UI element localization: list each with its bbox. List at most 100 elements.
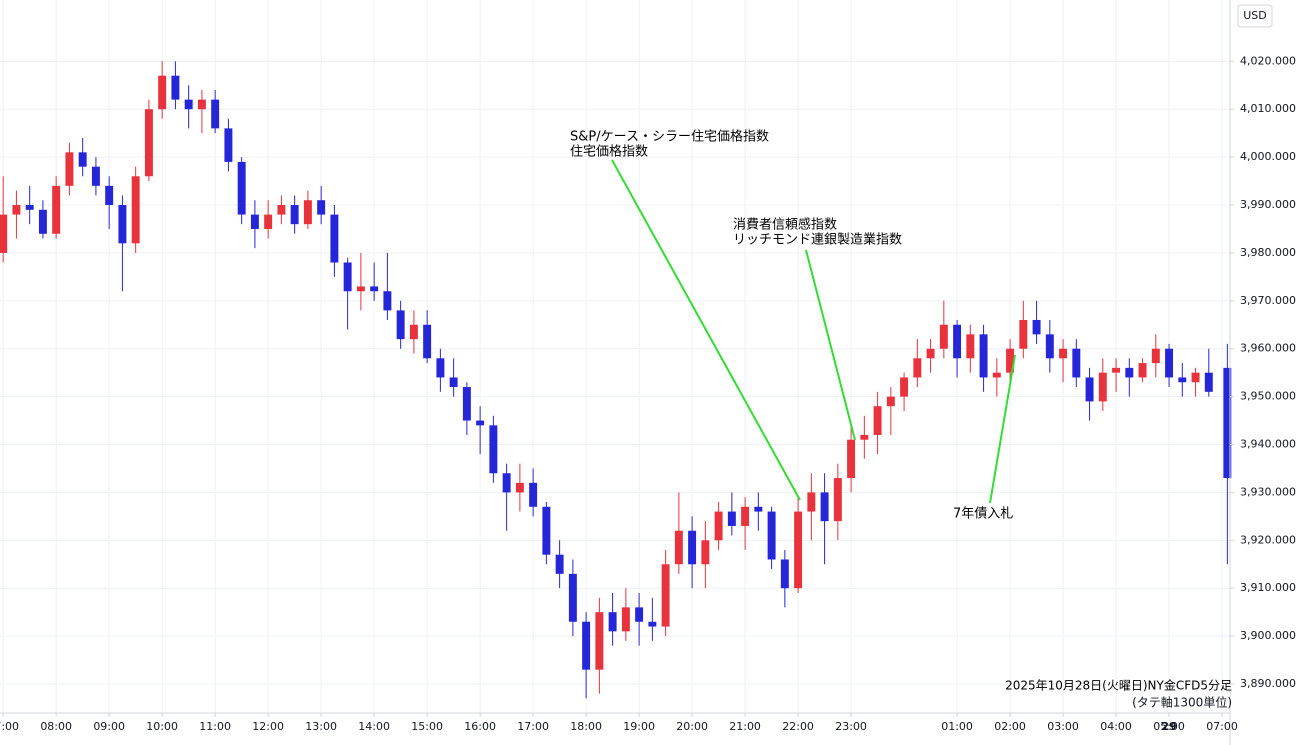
candle-body xyxy=(926,348,935,359)
candle-body xyxy=(317,200,326,215)
x-tick-label: 08:00 xyxy=(40,720,72,733)
candle-body xyxy=(237,161,246,215)
candle-body xyxy=(608,612,617,632)
candle-body xyxy=(661,564,670,627)
candle-body xyxy=(992,372,1001,378)
candle-body xyxy=(582,621,591,670)
candle-body xyxy=(1165,348,1174,378)
candle-body xyxy=(396,310,405,340)
y-tick-label: 4,000.000 xyxy=(1240,150,1296,163)
candle-body xyxy=(52,185,61,234)
candle-body xyxy=(343,262,352,292)
candle-body xyxy=(211,99,220,129)
annotation-text: 消費者信頼感指数 xyxy=(733,217,837,233)
candle-body xyxy=(621,607,630,632)
candle-body xyxy=(370,286,379,292)
x-tick-label: 14:00 xyxy=(358,720,390,733)
candle-body xyxy=(939,324,948,349)
candle-body xyxy=(158,75,167,110)
candle-body xyxy=(0,214,8,253)
candle-body xyxy=(807,492,816,512)
y-tick-label: 4,020.000 xyxy=(1240,54,1296,67)
candle-body xyxy=(78,152,87,167)
candle-body xyxy=(1191,372,1200,383)
x-tick-label: 20:00 xyxy=(676,720,708,733)
chart-note-2: (タテ軸1300単位) xyxy=(1132,695,1232,710)
x-tick-label: 05:00 xyxy=(1153,720,1185,733)
grid xyxy=(0,0,1230,713)
candle-body xyxy=(555,554,564,574)
annotation-line xyxy=(611,159,801,501)
candle-body xyxy=(502,473,511,493)
candle-body xyxy=(515,482,524,493)
candle-body xyxy=(1098,372,1107,402)
y-tick-label: 3,910.000 xyxy=(1240,581,1296,594)
x-tick-label: 15:00 xyxy=(411,720,443,733)
candle-body xyxy=(131,176,140,244)
candle-body xyxy=(741,506,750,526)
chart-note: 2025年10月28日(火曜日)NY金CFD5分足 xyxy=(1005,678,1232,693)
candle-body xyxy=(595,612,604,670)
candle-body xyxy=(1138,363,1147,378)
candle-body xyxy=(476,420,485,426)
annotation-line xyxy=(989,354,1016,504)
candle-body xyxy=(1223,367,1232,479)
candle-body xyxy=(979,334,988,378)
candle-body xyxy=(462,387,471,421)
candle-body xyxy=(171,75,180,100)
candle-body xyxy=(1112,367,1121,373)
annotation-text: S&P/ケース・シラー住宅価格指数 xyxy=(570,129,769,145)
candle-body xyxy=(966,334,975,359)
candle-body xyxy=(1006,348,1015,373)
y-tick-label: 3,890.000 xyxy=(1240,677,1296,690)
annotation-line xyxy=(805,249,856,441)
candle-body xyxy=(436,358,445,378)
candle-body xyxy=(1178,377,1187,383)
candle-body xyxy=(489,425,498,474)
candle-body xyxy=(91,166,100,186)
candle-body xyxy=(1085,377,1094,402)
candle-body xyxy=(688,530,697,565)
candle-body xyxy=(383,291,392,311)
x-tick-label: 01:00 xyxy=(941,720,973,733)
candle-body xyxy=(197,99,206,110)
y-tick-label: 3,920.000 xyxy=(1240,533,1296,546)
candle-body xyxy=(1125,367,1134,378)
x-tick-label: 02:00 xyxy=(994,720,1026,733)
y-tick-label: 3,970.000 xyxy=(1240,294,1296,307)
candle-body xyxy=(767,511,776,560)
x-tick-label: 29 xyxy=(1161,720,1176,733)
x-tick-label: 17:00 xyxy=(517,720,549,733)
candle-body xyxy=(648,621,657,627)
x-tick-label: 10:00 xyxy=(146,720,178,733)
candle-body xyxy=(754,506,763,512)
annotation-text: 住宅価格指数 xyxy=(570,144,648,160)
candle-body xyxy=(290,205,299,225)
y-tick-label: 3,930.000 xyxy=(1240,485,1296,498)
candle-body xyxy=(184,99,193,110)
candle-body xyxy=(873,406,882,435)
candle-body xyxy=(65,152,74,186)
x-tick-label: 12:00 xyxy=(252,720,284,733)
candle-body xyxy=(1072,348,1081,378)
y-tick-label: 4,010.000 xyxy=(1240,102,1296,115)
candle-body xyxy=(542,506,551,555)
candle-body xyxy=(1045,334,1054,359)
x-tick-label: 19:00 xyxy=(623,720,655,733)
x-tick-label: 16:00 xyxy=(464,720,496,733)
x-tick-label: 18:00 xyxy=(570,720,602,733)
candle-body xyxy=(833,478,842,522)
x-tick-label: 22:00 xyxy=(782,720,814,733)
candle-body xyxy=(144,109,153,177)
annotation-text: リッチモンド連銀製造業指数 xyxy=(733,232,902,248)
candle-body xyxy=(913,358,922,378)
y-tick-label: 3,950.000 xyxy=(1240,390,1296,403)
candles xyxy=(0,61,1232,699)
x-tick-label: 09:00 xyxy=(93,720,125,733)
currency-box xyxy=(1237,4,1273,28)
candle-body xyxy=(1059,348,1068,359)
candle-body xyxy=(277,205,286,215)
candle-body xyxy=(886,396,895,407)
